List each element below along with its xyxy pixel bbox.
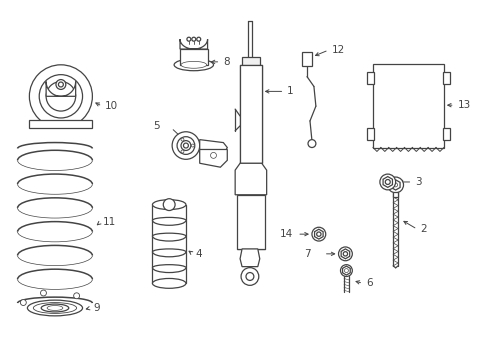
Polygon shape: [391, 180, 400, 190]
Circle shape: [181, 138, 184, 141]
Ellipse shape: [152, 200, 186, 210]
Polygon shape: [46, 82, 75, 96]
Ellipse shape: [33, 302, 76, 314]
Circle shape: [41, 290, 47, 296]
Ellipse shape: [152, 278, 186, 288]
Bar: [443, 128, 450, 140]
Polygon shape: [235, 163, 267, 195]
Text: 2: 2: [420, 224, 427, 234]
Circle shape: [39, 75, 82, 118]
Ellipse shape: [47, 306, 63, 310]
Bar: [237, 195, 265, 249]
Ellipse shape: [174, 59, 214, 71]
Circle shape: [56, 80, 66, 89]
Ellipse shape: [41, 304, 69, 312]
Circle shape: [388, 177, 404, 193]
Text: 8: 8: [223, 57, 230, 67]
Circle shape: [341, 265, 352, 276]
Circle shape: [380, 174, 395, 190]
Polygon shape: [383, 176, 392, 188]
Circle shape: [385, 180, 390, 184]
Bar: [443, 72, 450, 84]
Bar: [180, 49, 208, 65]
Circle shape: [187, 37, 191, 41]
Bar: [302, 52, 312, 66]
Polygon shape: [315, 229, 323, 239]
Text: 14: 14: [279, 229, 293, 239]
Circle shape: [181, 150, 184, 153]
Circle shape: [177, 137, 195, 154]
Text: 7: 7: [304, 249, 311, 259]
Circle shape: [197, 37, 201, 41]
Circle shape: [172, 132, 200, 159]
Polygon shape: [341, 249, 350, 259]
Circle shape: [46, 82, 75, 111]
Text: 12: 12: [332, 45, 345, 55]
Text: 10: 10: [105, 101, 118, 111]
Circle shape: [211, 152, 217, 158]
Circle shape: [344, 269, 348, 273]
Circle shape: [312, 227, 326, 241]
Text: 1: 1: [286, 86, 293, 96]
Circle shape: [393, 183, 397, 187]
Circle shape: [191, 144, 195, 147]
Circle shape: [246, 273, 254, 280]
Polygon shape: [180, 39, 208, 49]
Circle shape: [241, 267, 259, 285]
Circle shape: [21, 300, 26, 306]
Polygon shape: [200, 149, 227, 167]
Circle shape: [183, 143, 188, 148]
Polygon shape: [200, 140, 227, 156]
Bar: [393, 192, 398, 197]
Circle shape: [192, 37, 196, 41]
Text: 4: 4: [196, 249, 202, 259]
Ellipse shape: [181, 61, 207, 68]
Bar: [367, 72, 374, 84]
Text: 5: 5: [153, 121, 160, 131]
Circle shape: [74, 293, 79, 299]
Circle shape: [29, 65, 93, 128]
Bar: [29, 120, 93, 128]
Circle shape: [339, 247, 352, 261]
Bar: [240, 65, 262, 163]
Text: 9: 9: [94, 303, 100, 313]
Circle shape: [58, 82, 63, 87]
Text: 3: 3: [416, 177, 422, 187]
Polygon shape: [343, 266, 350, 275]
Circle shape: [343, 252, 347, 256]
Circle shape: [181, 141, 191, 150]
Bar: [242, 57, 260, 65]
Circle shape: [163, 199, 175, 211]
Ellipse shape: [27, 300, 82, 316]
Text: 11: 11: [103, 217, 117, 227]
Text: 13: 13: [458, 100, 471, 110]
Polygon shape: [240, 249, 260, 267]
Bar: [373, 64, 444, 148]
Text: 6: 6: [366, 278, 373, 288]
Circle shape: [317, 232, 321, 236]
Bar: [367, 128, 374, 140]
Circle shape: [308, 140, 316, 148]
